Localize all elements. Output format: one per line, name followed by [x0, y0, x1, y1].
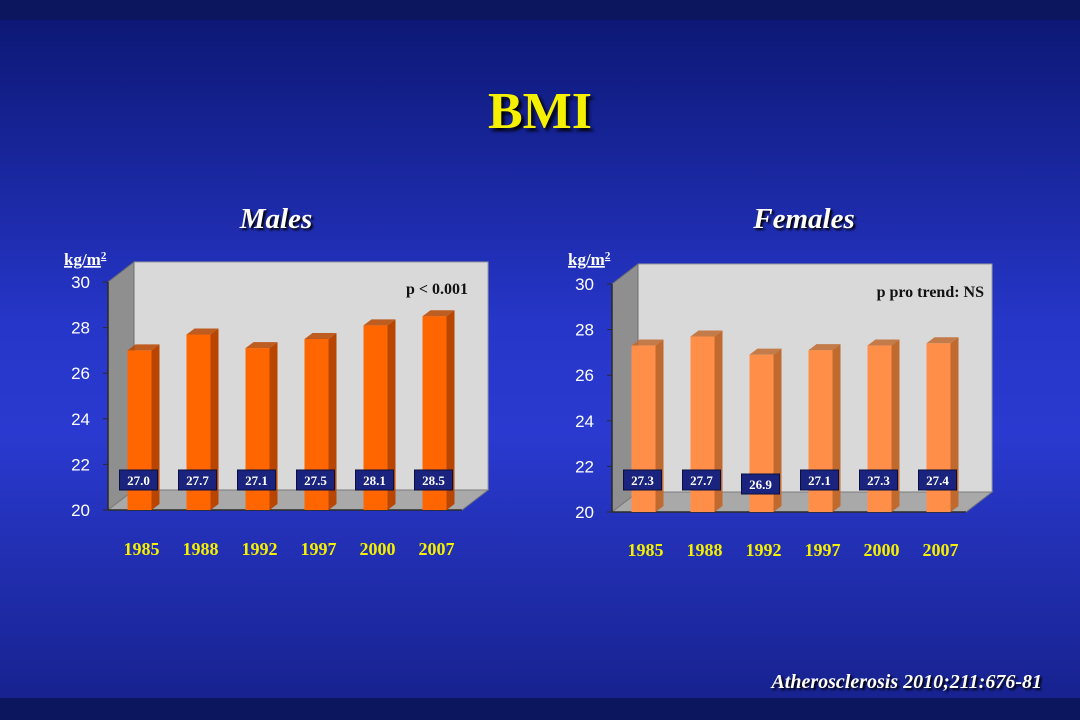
bar-top — [363, 319, 396, 326]
bar-top — [749, 348, 782, 355]
value-label-box — [918, 469, 957, 491]
y-tick-label: 26 — [575, 366, 594, 385]
value-label: 28.1 — [363, 473, 386, 488]
value-label-box — [859, 469, 898, 491]
x-tick-label: 1988 — [183, 539, 219, 559]
x-tick-label: 2007 — [923, 540, 959, 560]
bar-top — [422, 310, 455, 317]
y-unit-label: kg/m2 — [568, 250, 611, 269]
females-chart-title: Females — [753, 203, 855, 235]
top-band — [0, 0, 1080, 20]
significance-annotation: p < 0.001 — [406, 281, 468, 298]
value-label-box — [741, 473, 780, 495]
x-tick-label: 1997 — [301, 539, 337, 559]
value-label-box — [296, 469, 335, 491]
value-label-box — [119, 469, 158, 491]
x-tick-label: 2007 — [419, 539, 455, 559]
value-label-box — [414, 469, 453, 491]
value-label: 27.3 — [631, 473, 654, 488]
y-tick-label: 20 — [71, 501, 90, 520]
y-tick-label: 20 — [575, 503, 594, 522]
bar-side — [714, 330, 723, 512]
bar-side — [269, 342, 278, 510]
x-tick-label: 1992 — [746, 540, 782, 560]
bar-side — [446, 310, 455, 510]
x-tick-label: 2000 — [864, 540, 900, 560]
x-tick-label: 2000 — [360, 539, 396, 559]
bar-side — [891, 339, 900, 512]
x-tick-label: 1988 — [687, 540, 723, 560]
y-tick-label: 28 — [71, 319, 90, 338]
males-chart: 20 22 24 26 28 30 kg/m2 p < 0.001 27.0 1985 27.7 19… — [64, 250, 490, 559]
bar-side — [655, 339, 664, 512]
bar-top — [690, 330, 723, 337]
y-unit-label: kg/m2 — [64, 250, 107, 269]
bar-side — [210, 328, 219, 510]
bar-side — [950, 337, 959, 512]
bar-top — [127, 344, 160, 351]
citation: Atherosclerosis 2010;211:676-81 — [771, 671, 1042, 693]
value-label: 27.7 — [690, 473, 713, 488]
bar-side — [773, 348, 782, 512]
x-tick-label: 1985 — [124, 539, 160, 559]
y-tick-label: 24 — [71, 410, 90, 429]
value-label: 27.4 — [926, 473, 949, 488]
bar-top — [926, 337, 959, 344]
value-label: 28.5 — [422, 473, 445, 488]
bar-top — [867, 339, 900, 346]
value-label: 27.5 — [304, 473, 327, 488]
y-tick-label: 26 — [71, 364, 90, 383]
females-chart: 20 22 24 26 28 30 kg/m2 p pro trend: NS 27.3 1985… — [568, 250, 994, 560]
y-tick-label: 22 — [71, 455, 90, 474]
value-label-box — [800, 469, 839, 491]
males-chart-title: Males — [239, 203, 313, 235]
bar-top — [304, 333, 337, 339]
bar-top — [245, 342, 278, 349]
value-label-box — [355, 469, 394, 491]
value-label: 27.7 — [186, 473, 209, 488]
y-tick-label: 22 — [575, 457, 594, 476]
value-label-box — [682, 469, 721, 491]
y-tick-label: 30 — [575, 275, 594, 294]
value-label-box — [623, 469, 662, 491]
significance-annotation: p pro trend: NS — [877, 284, 985, 301]
x-tick-label: 1992 — [242, 539, 278, 559]
y-tick-label: 30 — [71, 273, 90, 292]
y-tick-label: 28 — [575, 321, 594, 340]
bar-side — [387, 319, 396, 510]
value-label: 27.1 — [808, 473, 831, 488]
x-tick-label: 1985 — [628, 540, 664, 560]
value-label-box — [178, 469, 217, 491]
y-tick-label: 24 — [575, 412, 594, 431]
value-label: 27.1 — [245, 473, 268, 488]
bar-top — [186, 328, 219, 335]
value-label: 27.3 — [867, 473, 890, 488]
bar-top — [808, 344, 841, 351]
slide-title: BMI — [488, 83, 592, 140]
value-label-box — [237, 469, 276, 491]
x-tick-label: 1997 — [805, 540, 841, 560]
bar-side — [151, 344, 160, 510]
value-label: 26.9 — [749, 477, 772, 492]
bottom-band — [0, 698, 1080, 720]
value-label: 27.0 — [127, 473, 150, 488]
bar-top — [631, 339, 664, 346]
bar-side — [328, 333, 337, 510]
